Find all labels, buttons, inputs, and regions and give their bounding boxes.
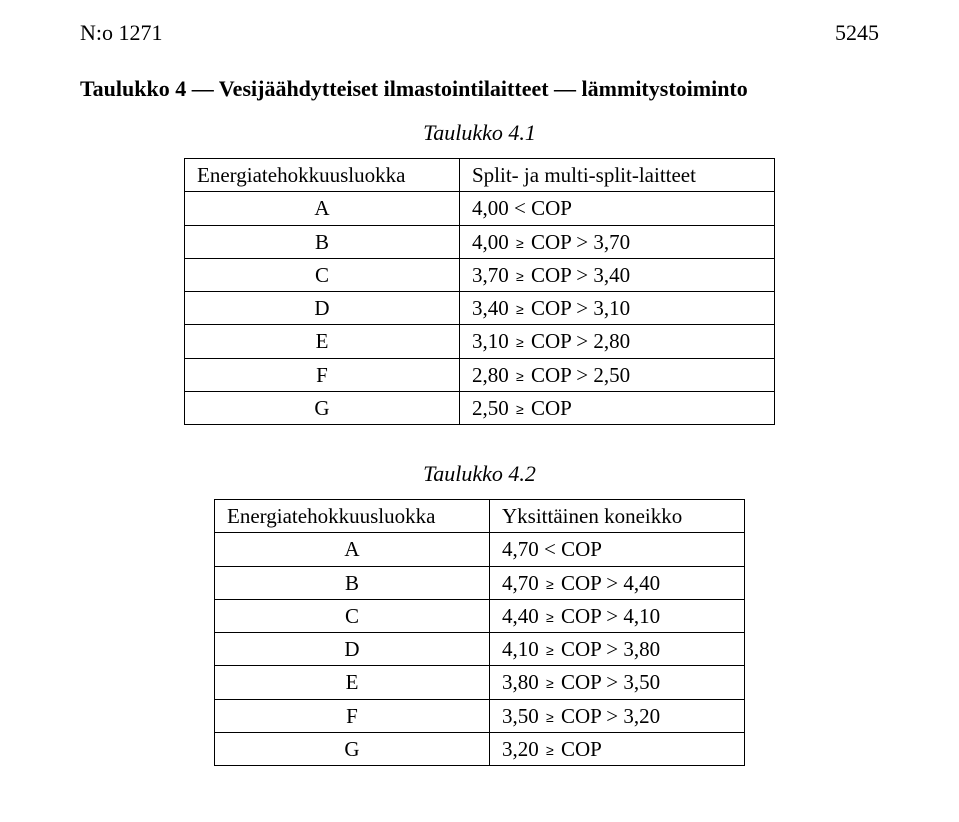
class-value: 3,10 ≥ COP > 2,80 bbox=[460, 325, 775, 358]
table-row: Energiatehokkuusluokka Split- ja multi-s… bbox=[185, 159, 775, 192]
table-4-1: Energiatehokkuusluokka Split- ja multi-s… bbox=[184, 158, 775, 425]
value-pre: 4,70 < COP bbox=[502, 537, 602, 561]
geq-icon: ≥ bbox=[514, 401, 526, 417]
class-label: C bbox=[185, 258, 460, 291]
table-row: Energiatehokkuusluokka Yksittäinen konei… bbox=[215, 500, 745, 533]
table1-col2-header: Split- ja multi-split-laitteet bbox=[460, 159, 775, 192]
table-row: F2,80 ≥ COP > 2,50 bbox=[185, 358, 775, 391]
class-value: 4,00 < COP bbox=[460, 192, 775, 225]
table-row: C3,70 ≥ COP > 3,40 bbox=[185, 258, 775, 291]
table-row: G3,20 ≥ COP bbox=[215, 732, 745, 765]
table-row: F3,50 ≥ COP > 3,20 bbox=[215, 699, 745, 732]
value-post: COP > 3,20 bbox=[561, 704, 660, 728]
header-right: 5245 bbox=[835, 20, 879, 46]
class-label: F bbox=[185, 358, 460, 391]
table-row: D4,10 ≥ COP > 3,80 bbox=[215, 633, 745, 666]
geq-icon: ≥ bbox=[514, 235, 526, 251]
table-row: G2,50 ≥ COP bbox=[185, 391, 775, 424]
value-post: COP > 4,40 bbox=[561, 571, 660, 595]
table1-col1-header: Energiatehokkuusluokka bbox=[185, 159, 460, 192]
class-value: 3,50 ≥ COP > 3,20 bbox=[490, 699, 745, 732]
table-row: E3,10 ≥ COP > 2,80 bbox=[185, 325, 775, 358]
value-post: COP > 2,50 bbox=[531, 363, 630, 387]
table2-col2-header: Yksittäinen koneikko bbox=[490, 500, 745, 533]
value-pre: 3,80 bbox=[502, 670, 539, 694]
table2-col1-header: Energiatehokkuusluokka bbox=[215, 500, 490, 533]
table-row: E3,80 ≥ COP > 3,50 bbox=[215, 666, 745, 699]
class-value: 4,70 ≥ COP > 4,40 bbox=[490, 566, 745, 599]
value-post: COP > 4,10 bbox=[561, 604, 660, 628]
geq-icon: ≥ bbox=[544, 742, 556, 758]
class-label: C bbox=[215, 599, 490, 632]
class-value: 4,40 ≥ COP > 4,10 bbox=[490, 599, 745, 632]
value-post: COP > 3,80 bbox=[561, 637, 660, 661]
page: N:o 1271 5245 Taulukko 4 — Vesijäähdytte… bbox=[0, 0, 959, 822]
class-value: 2,80 ≥ COP > 2,50 bbox=[460, 358, 775, 391]
class-label: G bbox=[215, 732, 490, 765]
geq-icon: ≥ bbox=[544, 709, 556, 725]
page-header: N:o 1271 5245 bbox=[80, 20, 879, 46]
class-value: 3,20 ≥ COP bbox=[490, 732, 745, 765]
value-post: COP > 2,80 bbox=[531, 329, 630, 353]
geq-icon: ≥ bbox=[544, 675, 556, 691]
class-label: F bbox=[215, 699, 490, 732]
value-pre: 3,10 bbox=[472, 329, 509, 353]
geq-icon: ≥ bbox=[514, 334, 526, 350]
value-pre: 3,70 bbox=[472, 263, 509, 287]
value-pre: 4,00 < COP bbox=[472, 196, 572, 220]
table-row: D3,40 ≥ COP > 3,10 bbox=[185, 292, 775, 325]
value-pre: 4,70 bbox=[502, 571, 539, 595]
value-pre: 4,10 bbox=[502, 637, 539, 661]
value-post: COP bbox=[531, 396, 572, 420]
table-4-2: Energiatehokkuusluokka Yksittäinen konei… bbox=[214, 499, 745, 766]
value-pre: 4,00 bbox=[472, 230, 509, 254]
class-label: A bbox=[215, 533, 490, 566]
class-label: E bbox=[215, 666, 490, 699]
class-value: 4,10 ≥ COP > 3,80 bbox=[490, 633, 745, 666]
value-post: COP > 3,40 bbox=[531, 263, 630, 287]
table2-subtitle: Taulukko 4.2 bbox=[80, 461, 879, 487]
value-post: COP > 3,50 bbox=[561, 670, 660, 694]
table-row: B4,00 ≥ COP > 3,70 bbox=[185, 225, 775, 258]
class-value: 3,80 ≥ COP > 3,50 bbox=[490, 666, 745, 699]
table1-subtitle: Taulukko 4.1 bbox=[80, 120, 879, 146]
class-label: B bbox=[185, 225, 460, 258]
class-label: E bbox=[185, 325, 460, 358]
geq-icon: ≥ bbox=[514, 268, 526, 284]
table-row: A 4,70 < COP bbox=[215, 533, 745, 566]
value-pre: 3,40 bbox=[472, 296, 509, 320]
value-pre: 3,50 bbox=[502, 704, 539, 728]
page-title: Taulukko 4 — Vesijäähdytteiset ilmastoin… bbox=[80, 76, 879, 102]
geq-icon: ≥ bbox=[544, 642, 556, 658]
value-post: COP > 3,10 bbox=[531, 296, 630, 320]
class-label: D bbox=[185, 292, 460, 325]
table-row: A 4,00 < COP bbox=[185, 192, 775, 225]
table-row: C4,40 ≥ COP > 4,10 bbox=[215, 599, 745, 632]
table-row: B4,70 ≥ COP > 4,40 bbox=[215, 566, 745, 599]
class-value: 4,00 ≥ COP > 3,70 bbox=[460, 225, 775, 258]
header-left: N:o 1271 bbox=[80, 20, 163, 46]
class-value: 2,50 ≥ COP bbox=[460, 391, 775, 424]
class-label: D bbox=[215, 633, 490, 666]
class-label: A bbox=[185, 192, 460, 225]
value-pre: 2,50 bbox=[472, 396, 509, 420]
value-pre: 2,80 bbox=[472, 363, 509, 387]
class-label: B bbox=[215, 566, 490, 599]
geq-icon: ≥ bbox=[514, 368, 526, 384]
class-value: 3,70 ≥ COP > 3,40 bbox=[460, 258, 775, 291]
value-pre: 4,40 bbox=[502, 604, 539, 628]
geq-icon: ≥ bbox=[544, 576, 556, 592]
class-value: 3,40 ≥ COP > 3,10 bbox=[460, 292, 775, 325]
value-pre: 3,20 bbox=[502, 737, 539, 761]
geq-icon: ≥ bbox=[514, 301, 526, 317]
class-value: 4,70 < COP bbox=[490, 533, 745, 566]
value-post: COP > 3,70 bbox=[531, 230, 630, 254]
geq-icon: ≥ bbox=[544, 609, 556, 625]
class-label: G bbox=[185, 391, 460, 424]
value-post: COP bbox=[561, 737, 602, 761]
